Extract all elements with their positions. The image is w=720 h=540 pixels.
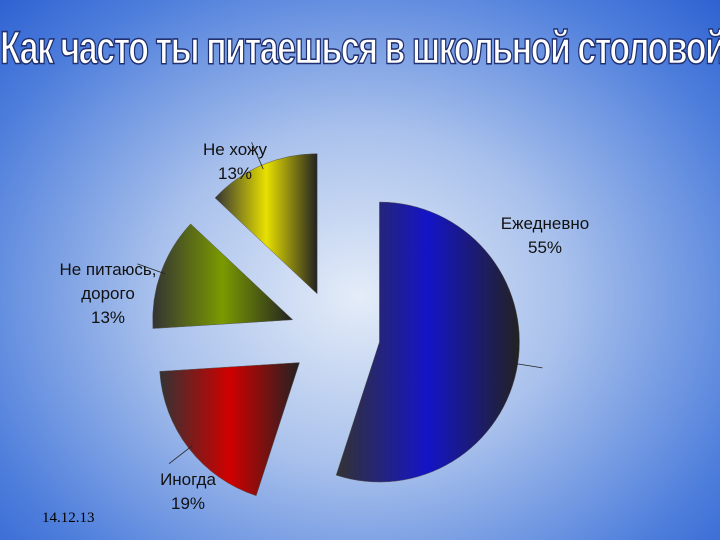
- slice-label: Не питаюсь, дорого 13%: [43, 258, 173, 330]
- value-label: 13%: [217, 164, 253, 183]
- leader-line: [251, 142, 264, 170]
- category-label: Не питаюсь, дорого: [59, 260, 157, 303]
- slice-label: Не хожу 13%: [160, 138, 310, 186]
- slice-label: Иногда 19%: [113, 468, 263, 516]
- value-label: 55%: [527, 238, 563, 257]
- date: 14.12.13: [42, 510, 95, 526]
- leader-line: [513, 362, 543, 369]
- chart-title: Как часто ты питаешься в школьной столов…: [0, 22, 720, 75]
- value-label: 13%: [90, 308, 126, 327]
- value-label: 19%: [170, 494, 206, 513]
- leader-line: [137, 263, 166, 275]
- category-label: Ежедневно: [500, 214, 590, 233]
- category-label: Не хожу: [202, 140, 268, 159]
- slice-label: Ежедневно 55%: [470, 212, 620, 260]
- leader-line: [168, 445, 193, 465]
- category-label: Иногда: [160, 470, 216, 489]
